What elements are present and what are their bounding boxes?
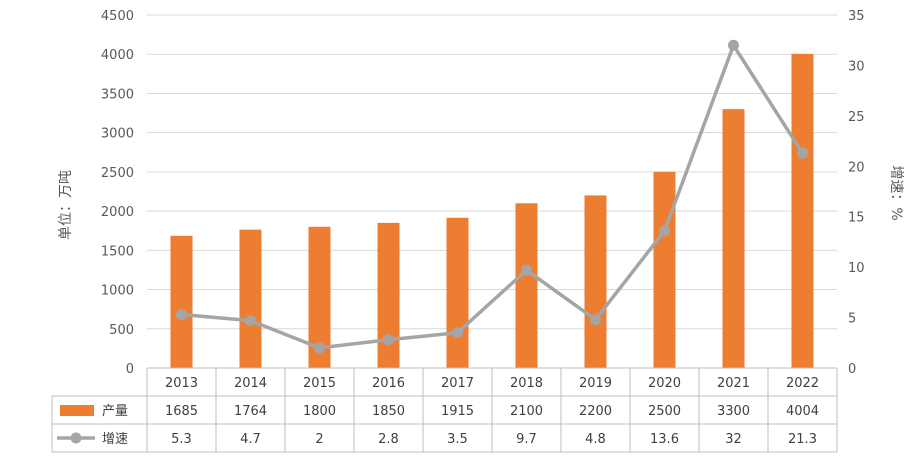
- data-label: 4.8: [585, 432, 606, 447]
- bar: [377, 222, 400, 368]
- right-axis-tick-label: 20: [848, 160, 865, 175]
- data-label: 21.3: [788, 432, 817, 447]
- category-label: 2021: [717, 376, 750, 391]
- data-label: 2: [315, 432, 323, 447]
- bar: [515, 203, 538, 368]
- line-point: [176, 309, 187, 321]
- right-axis-tick-label: 0: [848, 362, 856, 377]
- bar-series: [170, 53, 814, 368]
- category-label: 2013: [165, 376, 198, 391]
- line-point: [797, 147, 808, 159]
- bar: [446, 217, 469, 368]
- data-label: 1764: [234, 404, 267, 419]
- line-point: [590, 314, 601, 326]
- data-label: 1915: [441, 404, 474, 419]
- right-axis-tick-label: 15: [848, 211, 865, 226]
- line-series: [176, 39, 808, 354]
- left-axis-tick-label: 3000: [101, 127, 134, 142]
- category-label: 2020: [648, 376, 681, 391]
- bar: [791, 53, 814, 368]
- right-axis-tick-label: 10: [848, 261, 865, 276]
- right-axis-ticks: 0 5 10 15 20 25 30 35: [848, 9, 865, 377]
- data-label: 2100: [510, 404, 543, 419]
- bar: [239, 229, 262, 368]
- legend-swatch-marker: [70, 432, 82, 444]
- bar: [653, 171, 676, 368]
- data-label: 2.8: [378, 432, 399, 447]
- left-axis-tick-label: 1500: [101, 244, 134, 259]
- left-axis-tick-label: 2500: [101, 166, 134, 181]
- line-point: [659, 225, 670, 237]
- right-axis-tick-label: 30: [848, 59, 865, 74]
- left-axis-tick-label: 0: [126, 362, 134, 377]
- right-axis-tick-label: 5: [848, 312, 856, 327]
- data-label: 4.7: [240, 432, 261, 447]
- data-label: 9.7: [516, 432, 537, 447]
- category-label: 2016: [372, 376, 405, 391]
- left-axis-ticks: 0 500 1000 1500 2000 2500 3000 3500 4000 4500: [101, 9, 134, 377]
- right-axis-title: 增速：%: [888, 165, 904, 220]
- category-label: 2022: [786, 376, 819, 391]
- line-path: [181, 43, 804, 350]
- data-label: 32: [725, 432, 742, 447]
- left-axis-tick-label: 4500: [101, 9, 134, 24]
- gridlines: [147, 14, 837, 330]
- data-label: 2200: [579, 404, 612, 419]
- data-label: 4004: [786, 404, 819, 419]
- data-label: 1800: [303, 404, 336, 419]
- data-label: 13.6: [650, 432, 679, 447]
- right-axis-tick-label: 25: [848, 110, 865, 125]
- line-point: [383, 334, 394, 346]
- category-label: 2018: [510, 376, 543, 391]
- line-point: [314, 342, 325, 354]
- line-point: [452, 327, 463, 339]
- category-label: 2015: [303, 376, 336, 391]
- line-point: [521, 264, 532, 276]
- legend-label: 产量: [102, 404, 128, 419]
- data-table: 2013 2014 2015 2016 2017 2018 2019 2020 2021 2022…: [51, 367, 838, 453]
- left-axis-title: 单位：万吨: [58, 170, 74, 240]
- bar: [722, 109, 745, 368]
- right-axis-tick-label: 35: [848, 9, 865, 24]
- data-label: 2500: [648, 404, 681, 419]
- bar: [308, 226, 331, 368]
- left-axis-tick-label: 1000: [101, 284, 134, 299]
- data-label: 1850: [372, 404, 405, 419]
- category-label: 2017: [441, 376, 474, 391]
- data-label: 3300: [717, 404, 750, 419]
- data-label: 5.3: [171, 432, 192, 447]
- legend-swatch-bar: [60, 405, 94, 416]
- data-label: 3.5: [447, 432, 468, 447]
- line-point: [245, 315, 256, 327]
- left-axis-tick-label: 3500: [101, 87, 134, 102]
- left-axis-tick-label: 4000: [101, 48, 134, 63]
- bar: [170, 235, 193, 368]
- left-axis-tick-label: 500: [109, 323, 134, 338]
- category-label: 2014: [234, 376, 267, 391]
- left-axis-tick-label: 2000: [101, 205, 134, 220]
- line-point: [728, 39, 739, 51]
- category-label: 2019: [579, 376, 612, 391]
- data-label: 1685: [165, 404, 198, 419]
- bar: [584, 195, 607, 368]
- legend-label: 增速: [102, 432, 128, 447]
